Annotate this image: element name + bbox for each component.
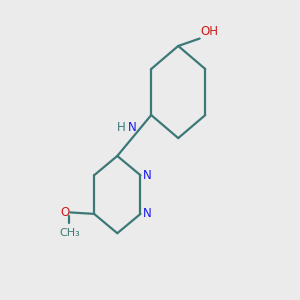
Text: N: N [128, 121, 137, 134]
Text: H: H [117, 121, 126, 134]
Text: O: O [60, 206, 70, 219]
Text: N: N [143, 169, 152, 182]
Text: CH₃: CH₃ [59, 228, 80, 238]
Text: OH: OH [201, 25, 219, 38]
Text: N: N [143, 207, 152, 220]
